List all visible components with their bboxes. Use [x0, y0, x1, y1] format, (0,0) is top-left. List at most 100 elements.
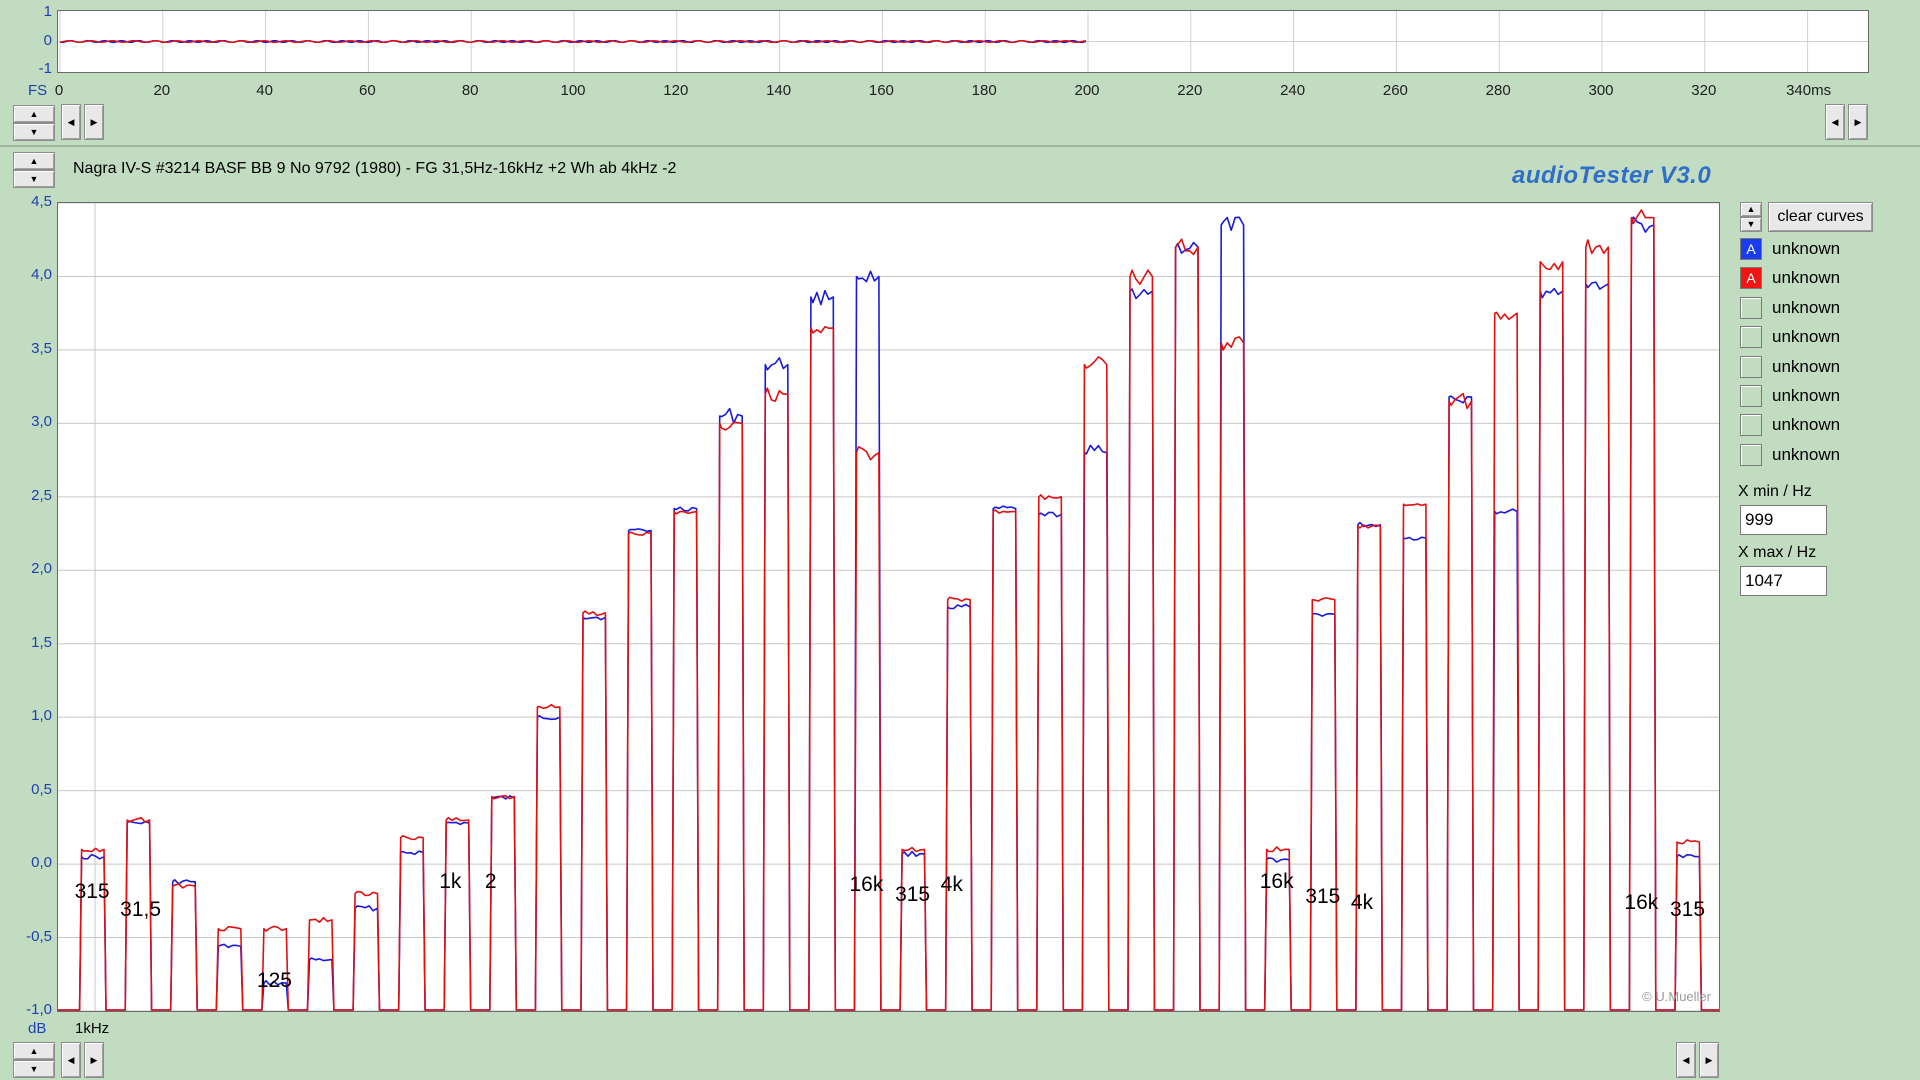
main-chart: © U.Mueller	[57, 202, 1720, 1012]
legend-item[interactable]: unknown	[1740, 412, 1840, 438]
top-y-spin[interactable]: ▲ ▼	[13, 105, 55, 141]
frequency-marker: 1k	[439, 870, 462, 894]
main-y-spin[interactable]: ▲ ▼	[13, 152, 55, 188]
frequency-marker: 4k	[1350, 890, 1374, 914]
top-y-spin-up[interactable]: ▲	[13, 105, 55, 123]
bottom-scroll-left-button[interactable]: ◀	[61, 1042, 81, 1078]
legend-label: unknown	[1772, 297, 1841, 317]
frequency-marker: 2	[484, 870, 497, 894]
top-x-tick: 120	[663, 82, 689, 99]
top-x-tick: 180	[971, 82, 997, 99]
bottom-spin-up[interactable]: ▲	[13, 1042, 55, 1060]
top-scroll-right-button[interactable]: ▶	[84, 104, 104, 140]
bottom-right-scroll-left-button[interactable]: ◀	[1676, 1042, 1696, 1078]
legend-item[interactable]: unknown	[1740, 354, 1840, 380]
bottom-spin[interactable]: ▲ ▼	[13, 1042, 55, 1078]
top-trace-red	[59, 39, 1087, 44]
xmax-input[interactable]	[1740, 566, 1827, 596]
main-chart-svg: © U.Mueller	[58, 202, 1719, 1012]
curves-spin-down[interactable]: ▼	[1740, 217, 1762, 232]
top-right-scroll-left-button[interactable]: ◀	[1825, 104, 1845, 140]
top-y-spin-down[interactable]: ▼	[13, 123, 55, 141]
top-y-tick-minus1: -1	[38, 60, 52, 77]
series-red-line	[58, 209, 1719, 1011]
top-x-tick: 280	[1485, 82, 1511, 99]
top-right-scroll-right-button[interactable]: ▶	[1848, 104, 1868, 140]
top-scroll-left-button[interactable]: ◀	[61, 104, 81, 140]
main-y-tick: 0,0	[31, 854, 52, 872]
frequency-marker: 16k	[1259, 870, 1294, 894]
top-x-tick: 100	[560, 82, 586, 99]
frequency-marker: 31,5	[120, 898, 162, 922]
series-blue-line	[58, 216, 1719, 1011]
main-y-tick: -0,5	[26, 927, 52, 945]
curve-empty-swatch[interactable]	[1740, 296, 1762, 319]
frequency-marker: 315	[74, 880, 110, 904]
main-y-tick: 2,0	[31, 560, 52, 578]
top-x-tick: 140	[766, 82, 792, 99]
top-x-tick: 0	[54, 82, 64, 99]
chart-title: Nagra IV-S #3214 BASF BB 9 No 9792 (1980…	[73, 160, 677, 177]
top-x-tick: 20	[153, 82, 171, 99]
top-x-tick: 340ms	[1786, 82, 1832, 99]
time-domain-svg	[58, 11, 1868, 72]
top-y-tick-1: 1	[43, 3, 52, 20]
main-y-tick: -1,0	[26, 1001, 52, 1018]
curve-empty-swatch[interactable]	[1740, 385, 1762, 407]
legend-label: unknown	[1772, 415, 1841, 435]
top-x-tick: 260	[1382, 82, 1408, 99]
main-y-tick: 3,5	[31, 339, 52, 357]
frequency-marker: 315	[1669, 898, 1706, 922]
curve-empty-swatch[interactable]	[1740, 443, 1762, 466]
bottom-right-scroll-right-button[interactable]: ▶	[1699, 1042, 1719, 1078]
legend-label: unknown	[1772, 444, 1841, 464]
top-x-tick: 300	[1588, 82, 1614, 99]
frequency-marker: 16k	[1624, 890, 1659, 914]
main-y-tick: 4,0	[31, 266, 52, 284]
main-y-spin-down[interactable]: ▼	[13, 170, 55, 188]
top-x-tick: 60	[359, 82, 376, 99]
clear-curves-button[interactable]: clear curves	[1768, 202, 1873, 232]
top-x-tick: 320	[1691, 82, 1717, 99]
legend-item[interactable]: unknown	[1740, 295, 1840, 321]
curves-spin[interactable]: ▲ ▼	[1740, 202, 1762, 232]
frequency-marker: 16k	[849, 873, 884, 897]
fs-label: FS	[28, 82, 48, 99]
curve-empty-swatch[interactable]	[1740, 326, 1762, 349]
main-y-tick: 0,5	[31, 780, 52, 798]
section-divider	[0, 145, 1920, 147]
main-y-tick: 2,5	[31, 486, 52, 504]
main-y-spin-up[interactable]: ▲	[13, 152, 55, 170]
time-domain-chart	[57, 10, 1869, 73]
top-x-tick: 80	[461, 82, 479, 99]
copyright-text: © U.Mueller	[1642, 989, 1711, 1004]
xmin-label: X min / Hz	[1738, 483, 1812, 500]
xmin-input[interactable]	[1740, 505, 1827, 535]
curve-empty-swatch[interactable]	[1740, 355, 1762, 378]
bottom-scroll-right-button[interactable]: ▶	[84, 1042, 104, 1078]
curve-color-swatch[interactable]: A	[1740, 238, 1762, 260]
legend-item[interactable]: unknown	[1740, 324, 1840, 350]
curve-empty-swatch[interactable]	[1740, 414, 1762, 437]
frequency-marker: 125	[256, 968, 292, 992]
top-x-tick: 200	[1074, 82, 1100, 99]
main-y-tick: 1,0	[31, 707, 52, 725]
frequency-marker: 315	[895, 883, 931, 907]
y-unit-label: dB	[28, 1020, 47, 1037]
frequency-marker: 315	[1305, 884, 1341, 908]
app-brand: audioTester V3.0	[1512, 162, 1712, 189]
top-x-tick: 240	[1280, 82, 1306, 99]
curve-color-swatch[interactable]: A	[1740, 267, 1762, 290]
legend-label: unknown	[1772, 386, 1841, 405]
bottom-spin-down[interactable]: ▼	[13, 1060, 55, 1078]
top-x-tick: 40	[256, 82, 273, 99]
legend-item[interactable]: unknown	[1740, 442, 1840, 468]
curves-spin-up[interactable]: ▲	[1740, 202, 1762, 217]
legend-item[interactable]: unknown	[1740, 383, 1840, 409]
main-y-tick: 3,0	[31, 413, 52, 431]
legend-label: unknown	[1772, 356, 1841, 376]
top-x-tick: 220	[1177, 82, 1203, 99]
main-y-tick: 1,5	[31, 633, 52, 651]
